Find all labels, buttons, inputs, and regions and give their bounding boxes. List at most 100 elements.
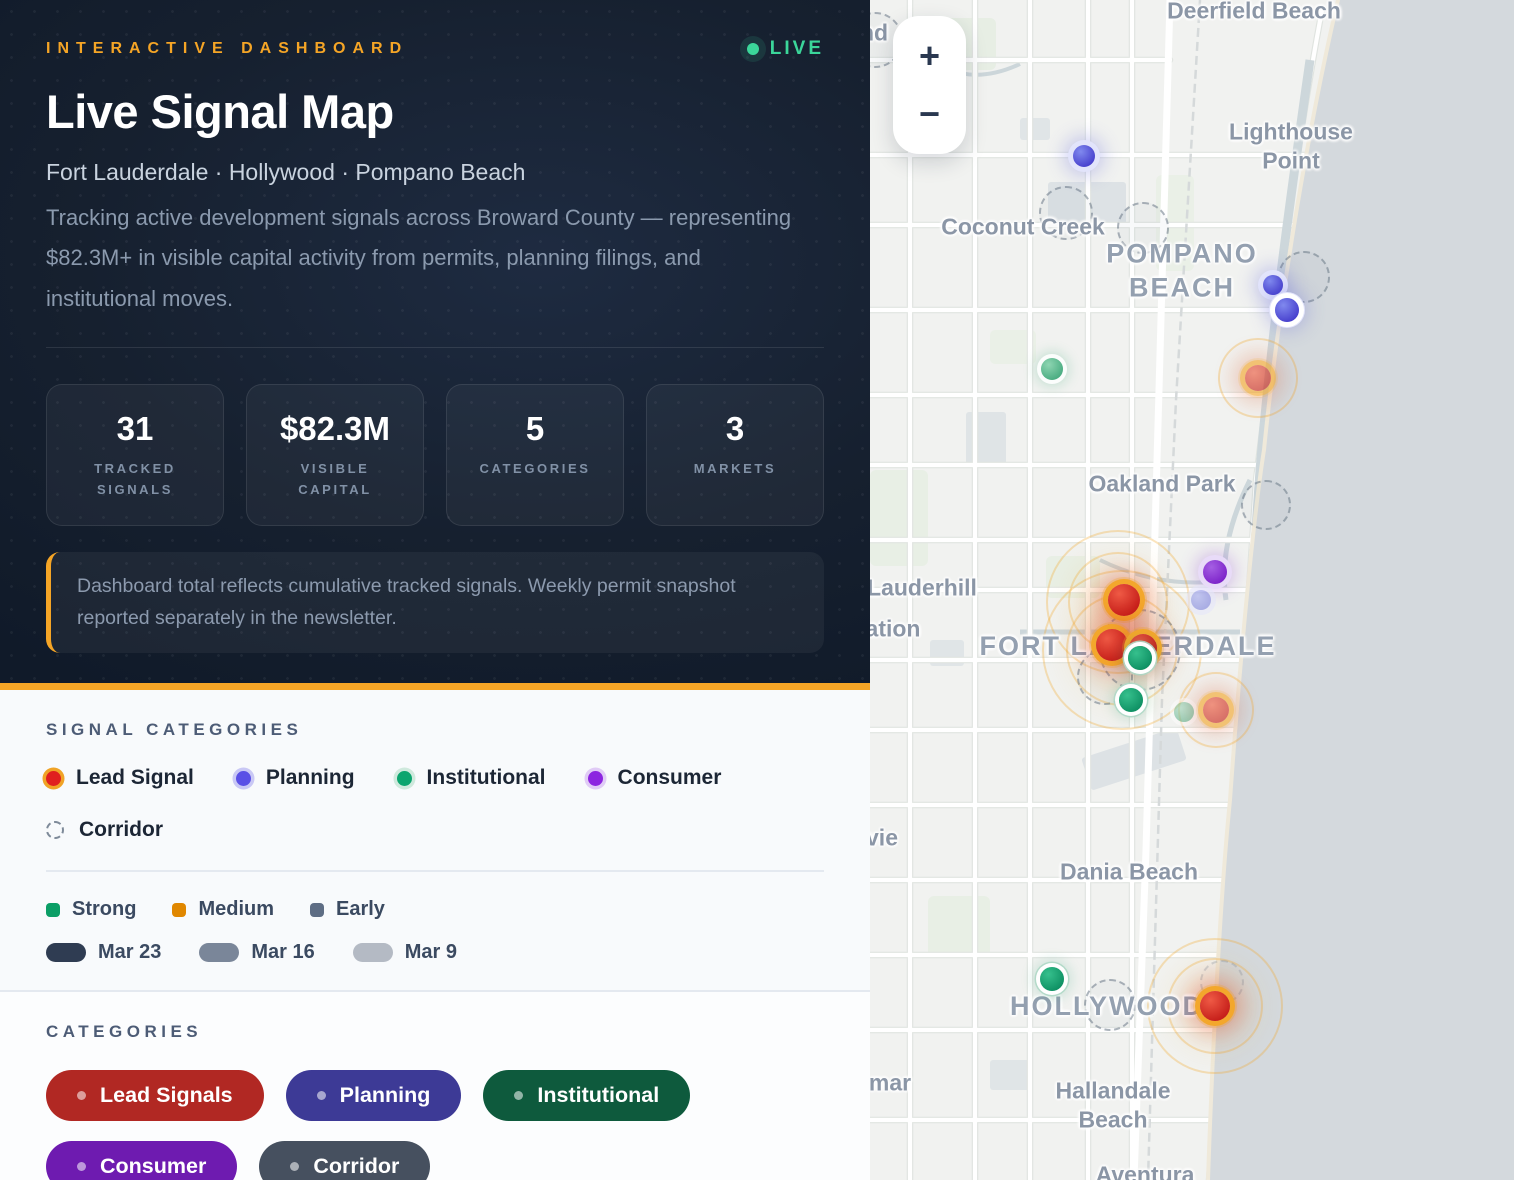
planning-dot-icon <box>236 771 251 786</box>
stat-value: $82.3M <box>253 410 417 448</box>
corridor-zone <box>1084 979 1136 1031</box>
signal-marker-planning[interactable] <box>1263 275 1283 295</box>
signal-marker-consumer[interactable] <box>1203 560 1227 584</box>
stats-row: 31 TRACKED SIGNALS $82.3M VISIBLE CAPITAL 5 C… <box>46 384 824 526</box>
live-label: LIVE <box>770 38 824 60</box>
signal-marker-inst-soft[interactable] <box>1041 358 1063 380</box>
pill-dot-icon <box>317 1091 326 1100</box>
live-badge: LIVE <box>747 38 824 60</box>
pill-label: Corridor <box>313 1154 399 1179</box>
markets-subtitle: Fort Lauderdale · Hollywood · Pompano Be… <box>46 159 824 186</box>
signal-marker-inst-fade[interactable] <box>1174 702 1194 722</box>
date-label: Mar 23 <box>98 941 161 964</box>
filters-heading: CATEGORIES <box>46 1022 824 1042</box>
page-title: Live Signal Map <box>46 84 824 139</box>
signal-marker-lead[interactable] <box>1108 584 1140 616</box>
strength-label: Strong <box>72 898 136 921</box>
legend-item-label: Lead Signal <box>76 766 194 790</box>
stat-card: 5 CATEGORIES <box>446 384 624 526</box>
stat-card: 3 MARKETS <box>646 384 824 526</box>
corridor-zone <box>1117 202 1169 254</box>
left-panel: INTERACTIVE DASHBOARD LIVE Live Signal M… <box>0 0 870 1180</box>
note-callout: Dashboard total reflects cumulative trac… <box>46 552 824 653</box>
legend-strengths: Strong Medium Early <box>46 898 824 921</box>
date-pill-icon <box>353 943 393 962</box>
date-label: Mar 16 <box>251 941 314 964</box>
strength-item: Strong <box>46 898 136 921</box>
stat-label: CATEGORIES <box>453 459 617 480</box>
stat-card: $82.3M VISIBLE CAPITAL <box>246 384 424 526</box>
medium-square-icon <box>172 903 186 917</box>
signal-marker-lead[interactable] <box>1245 365 1271 391</box>
date-pill-icon <box>46 943 86 962</box>
legend-item: Corridor <box>46 818 163 842</box>
legend-item-label: Corridor <box>79 818 163 842</box>
filter-pill-corridor[interactable]: Corridor <box>259 1141 430 1180</box>
signal-marker-lead[interactable] <box>1096 629 1128 661</box>
stat-label: VISIBLE CAPITAL <box>253 459 417 501</box>
signal-marker-lead[interactable] <box>1203 697 1229 723</box>
filter-pill-institutional[interactable]: Institutional <box>483 1070 690 1121</box>
category-pills: Lead Signals Planning Institutional Consume… <box>46 1070 766 1180</box>
pill-label: Planning <box>340 1083 431 1108</box>
legend-heading: SIGNAL CATEGORIES <box>46 720 824 740</box>
legend-item-label: Consumer <box>618 766 722 790</box>
lead-signal-dot-icon <box>46 771 61 786</box>
date-item: Mar 23 <box>46 941 161 964</box>
signal-marker-planning-white[interactable] <box>1275 298 1299 322</box>
pill-label: Lead Signals <box>100 1083 233 1108</box>
strength-label: Medium <box>198 898 274 921</box>
pill-dot-icon <box>514 1091 523 1100</box>
stat-label: TRACKED SIGNALS <box>53 459 217 501</box>
legend-dates: Mar 23 Mar 16 Mar 9 <box>46 941 824 990</box>
eyebrow-label: INTERACTIVE DASHBOARD <box>46 40 408 58</box>
signal-marker-consumer-fade[interactable] <box>1191 590 1211 610</box>
description-text: Tracking active development signals acro… <box>46 198 816 319</box>
strength-item: Medium <box>172 898 274 921</box>
signal-marker-lead[interactable] <box>1200 991 1230 1021</box>
date-label: Mar 9 <box>405 941 457 964</box>
corridor-zone <box>1039 186 1093 240</box>
legend-item: Institutional <box>397 766 546 790</box>
filter-pill-lead-signals[interactable]: Lead Signals <box>46 1070 264 1121</box>
legend-section: SIGNAL CATEGORIES Lead Signal Planning Ins… <box>0 690 870 990</box>
filters-section: CATEGORIES Lead Signals Planning Instituti… <box>0 990 870 1180</box>
legend-item: Lead Signal <box>46 766 194 790</box>
zoom-in-button[interactable]: + <box>893 38 966 74</box>
zoom-out-button[interactable]: − <box>893 96 966 132</box>
signal-marker-inst[interactable] <box>1128 646 1152 670</box>
pill-label: Institutional <box>537 1083 659 1108</box>
early-square-icon <box>310 903 324 917</box>
legend-divider <box>46 870 824 872</box>
pill-dot-icon <box>290 1162 299 1171</box>
pill-dot-icon <box>77 1091 86 1100</box>
strong-square-icon <box>46 903 60 917</box>
stat-label: MARKETS <box>653 459 817 480</box>
strength-item: Early <box>310 898 385 921</box>
pill-label: Consumer <box>100 1154 206 1179</box>
signal-marker-inst[interactable] <box>1040 967 1064 991</box>
filter-pill-planning[interactable]: Planning <box>286 1070 462 1121</box>
stat-value: 31 <box>53 410 217 448</box>
corridor-dashed-icon <box>46 821 64 839</box>
stat-value: 5 <box>453 410 617 448</box>
signal-marker-planning[interactable] <box>1073 145 1095 167</box>
corridor-zone <box>1278 251 1330 303</box>
map-canvas[interactable]: Deerfield BeachndLighthouse PointCoconut… <box>870 0 1514 1180</box>
date-item: Mar 9 <box>353 941 457 964</box>
signal-marker-inst[interactable] <box>1119 688 1143 712</box>
pill-dot-icon <box>77 1162 86 1171</box>
stat-value: 3 <box>653 410 817 448</box>
legend-item-label: Institutional <box>427 766 546 790</box>
corridor-zone <box>1241 480 1291 530</box>
live-dot-icon <box>747 43 759 55</box>
legend-item: Planning <box>236 766 355 790</box>
date-item: Mar 16 <box>199 941 314 964</box>
consumer-dot-icon <box>588 771 603 786</box>
filter-pill-consumer[interactable]: Consumer <box>46 1141 237 1180</box>
app-root: INTERACTIVE DASHBOARD LIVE Live Signal M… <box>0 0 1514 1180</box>
legend-item-label: Planning <box>266 766 355 790</box>
accent-bar <box>0 683 870 690</box>
stat-card: 31 TRACKED SIGNALS <box>46 384 224 526</box>
legend-item: Consumer <box>588 766 722 790</box>
